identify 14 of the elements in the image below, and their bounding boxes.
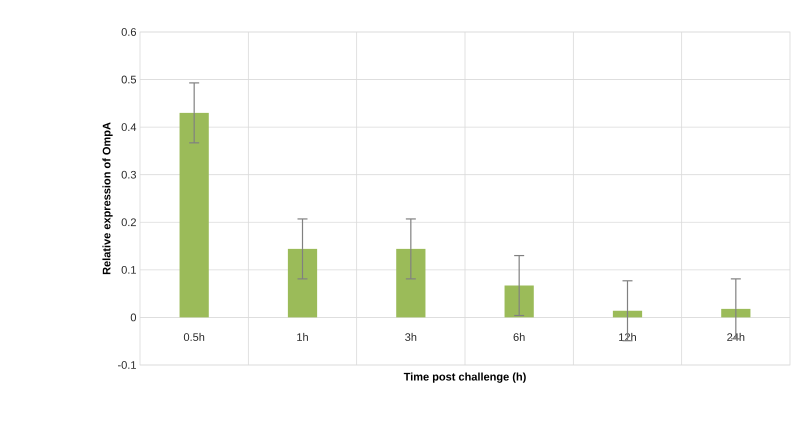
y-axis-title: Relative expression of OmpA (102, 122, 113, 274)
y-tick-label: -0.1 (118, 361, 136, 369)
y-tick-label: 0.2 (122, 218, 136, 226)
y-tick-label: 0.5 (122, 76, 136, 84)
x-axis-title: Time post challenge (h) (404, 372, 526, 383)
x-tick-label: 6h (514, 332, 525, 341)
y-tick-label: 0.3 (122, 170, 136, 179)
x-tick-label: 1h (297, 332, 308, 341)
y-tick-label: 0.6 (122, 28, 136, 36)
y-tick-label: 0 (130, 314, 136, 322)
x-tick-label: 3h (405, 332, 416, 341)
y-tick-label: 0.1 (122, 266, 136, 274)
x-tick-label: 0.5h (184, 332, 204, 341)
y-tick-label: 0.4 (122, 123, 136, 132)
